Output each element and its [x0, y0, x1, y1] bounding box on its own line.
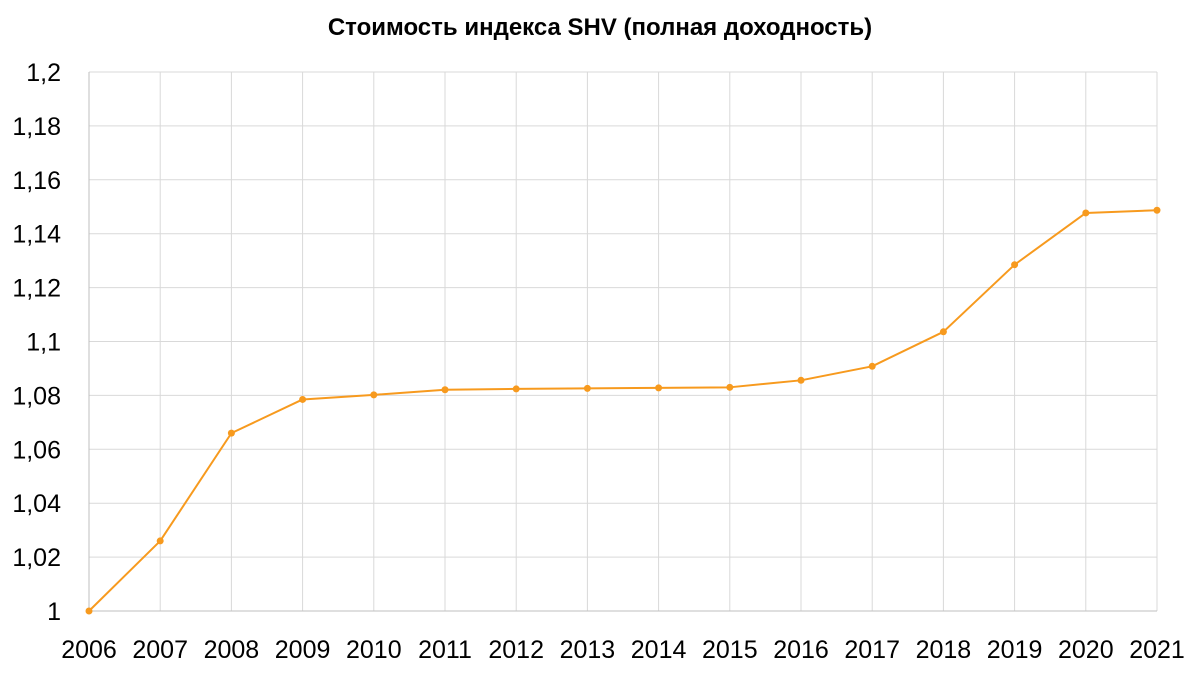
data-point: [726, 384, 733, 391]
y-tick-label: 1,06: [12, 436, 61, 464]
x-tick-label: 2016: [773, 636, 829, 664]
y-tick-label: 1: [47, 598, 61, 626]
x-tick-label: 2019: [987, 636, 1043, 664]
y-tick-label: 1,2: [26, 59, 61, 87]
data-point: [228, 430, 235, 437]
data-point: [370, 391, 377, 398]
data-point: [798, 377, 805, 384]
y-tick-label: 1,02: [12, 544, 61, 572]
y-tick-label: 1,14: [12, 221, 61, 249]
x-tick-label: 2017: [844, 636, 900, 664]
x-tick-label: 2008: [204, 636, 260, 664]
data-point: [655, 384, 662, 391]
x-tick-label: 2009: [275, 636, 331, 664]
x-tick-label: 2014: [631, 636, 687, 664]
data-point: [940, 328, 947, 335]
x-tick-label: 2021: [1129, 636, 1185, 664]
data-point: [442, 386, 449, 393]
y-tick-label: 1,18: [12, 113, 61, 141]
x-tick-label: 2015: [702, 636, 758, 664]
data-point: [299, 396, 306, 403]
data-point: [86, 608, 93, 615]
grid-layer: [89, 72, 1157, 611]
y-tick-label: 1,08: [12, 382, 61, 410]
y-tick-label: 1,12: [12, 275, 61, 303]
y-tick-label: 1,16: [12, 167, 61, 195]
x-tick-label: 2010: [346, 636, 402, 664]
data-point: [157, 537, 164, 544]
data-point: [869, 363, 876, 370]
data-point: [584, 385, 591, 392]
y-tick-label: 1,1: [26, 329, 61, 357]
data-point: [513, 385, 520, 392]
y-tick-label: 1,04: [12, 490, 61, 518]
x-tick-label: 2006: [61, 636, 117, 664]
data-point: [1011, 261, 1018, 268]
x-tick-label: 2020: [1058, 636, 1114, 664]
x-tick-label: 2011: [418, 636, 472, 664]
x-tick-label: 2007: [132, 636, 188, 664]
x-tick-label: 2018: [916, 636, 972, 664]
x-tick-label: 2013: [560, 636, 616, 664]
x-tick-label: 2012: [488, 636, 544, 664]
data-point: [1154, 207, 1161, 214]
series-layer: [86, 207, 1161, 615]
data-point: [1082, 209, 1089, 216]
series-line: [89, 210, 1157, 611]
label-layer: 1 1,02 1,04 1,06 1,08 1,1 1,12 1,14 1,16 1,18 1,2 2…: [12, 59, 1184, 664]
